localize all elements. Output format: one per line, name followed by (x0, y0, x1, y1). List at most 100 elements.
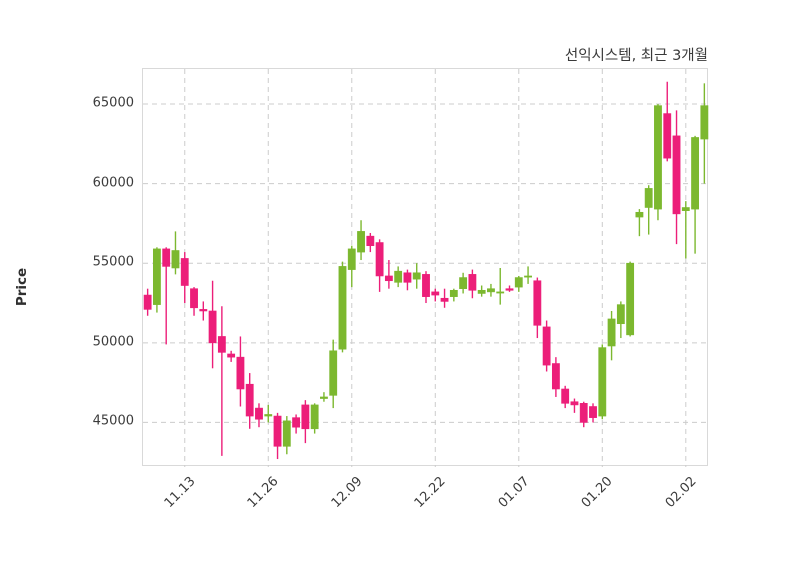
candle-body (227, 353, 236, 358)
candlestick (357, 220, 365, 261)
candlestick (440, 288, 449, 308)
candle-body (579, 403, 588, 423)
candle-body (681, 207, 690, 211)
y-tick-label: 55000 (92, 254, 134, 270)
candlestick (143, 288, 152, 316)
candlestick (412, 263, 421, 289)
candlestick (626, 261, 635, 337)
candlestick (366, 232, 375, 253)
candlestick (329, 339, 338, 409)
candle-body (449, 289, 458, 297)
x-tick-label: 11.26 (244, 474, 282, 511)
candle-body (180, 258, 189, 286)
candle-body (505, 288, 514, 291)
candle-body (208, 310, 217, 344)
candlestick (431, 288, 440, 302)
candlestick-series (143, 69, 709, 467)
candle-body (412, 272, 421, 280)
candle-body (487, 288, 495, 293)
candlestick (199, 301, 208, 321)
candlestick (273, 412, 282, 460)
candlestick (654, 104, 662, 221)
candle-body (607, 318, 616, 347)
candlestick (607, 310, 616, 361)
candlestick (255, 403, 263, 428)
candle-body (171, 250, 180, 269)
candlestick (533, 277, 542, 339)
candlestick (245, 373, 254, 429)
candle-body (394, 270, 403, 283)
candlestick (524, 266, 532, 284)
candlestick (542, 320, 551, 372)
candle-body (663, 113, 672, 159)
candlestick (162, 247, 171, 345)
candle-body (459, 277, 468, 289)
candle-body (366, 235, 375, 247)
candlestick (589, 403, 597, 423)
candlestick (384, 260, 393, 289)
candlestick (570, 398, 579, 413)
y-tick-label: 60000 (92, 175, 134, 191)
candle-body (616, 304, 625, 325)
candlestick (459, 272, 468, 294)
x-tick-label: 01.20 (578, 474, 616, 511)
candlestick (208, 280, 217, 369)
x-tick-label: 02.02 (662, 474, 700, 511)
x-tick-label: 01.07 (495, 474, 533, 511)
candle-body (152, 248, 161, 305)
candle-body (440, 297, 449, 302)
candlestick (487, 283, 495, 297)
candlestick (505, 285, 514, 292)
candlestick (663, 81, 672, 162)
candlestick (561, 385, 570, 409)
candlestick (320, 392, 328, 402)
candle-body (264, 414, 273, 417)
candle-body (422, 274, 430, 297)
candle-body (700, 105, 709, 140)
x-tick-label: 12.09 (328, 474, 366, 511)
candle-body (672, 135, 681, 215)
candlestick (403, 269, 412, 291)
candle-body (282, 420, 291, 447)
candlestick (236, 336, 245, 407)
candlestick (616, 301, 625, 339)
candlestick (292, 414, 301, 434)
candle-body (570, 401, 579, 406)
x-tick-label: 11.13 (161, 474, 199, 511)
candlestick (310, 403, 319, 434)
candlestick (449, 288, 458, 302)
candle-body (255, 407, 263, 420)
candlestick (347, 245, 356, 288)
candlestick (190, 287, 198, 316)
candlestick (681, 201, 690, 259)
candle-body (542, 326, 551, 366)
candle-body (310, 404, 319, 430)
candle-body (301, 404, 310, 430)
candle-body (190, 288, 198, 309)
candle-body (245, 383, 254, 417)
candle-body (514, 277, 523, 288)
candlestick (551, 357, 560, 397)
candle-body (162, 248, 171, 267)
y-tick-label: 50000 (92, 334, 134, 350)
candlestick (598, 344, 607, 420)
candle-body (561, 388, 570, 404)
y-tick-label: 65000 (92, 95, 134, 111)
candlestick (264, 404, 273, 423)
candle-body (468, 274, 477, 291)
candle-body (292, 417, 301, 428)
candle-body (635, 211, 644, 218)
candle-body (644, 188, 653, 208)
candle-body (551, 363, 560, 390)
candle-body (533, 280, 542, 326)
candle-body (524, 275, 532, 278)
candlestick (496, 268, 505, 305)
candlestick (375, 239, 384, 292)
candlestick (691, 135, 700, 254)
candle-body (626, 262, 635, 336)
candle-body (691, 137, 700, 210)
candle-body (236, 356, 245, 390)
candle-body (431, 291, 440, 296)
candle-body (347, 248, 356, 270)
candlestick (338, 261, 347, 353)
